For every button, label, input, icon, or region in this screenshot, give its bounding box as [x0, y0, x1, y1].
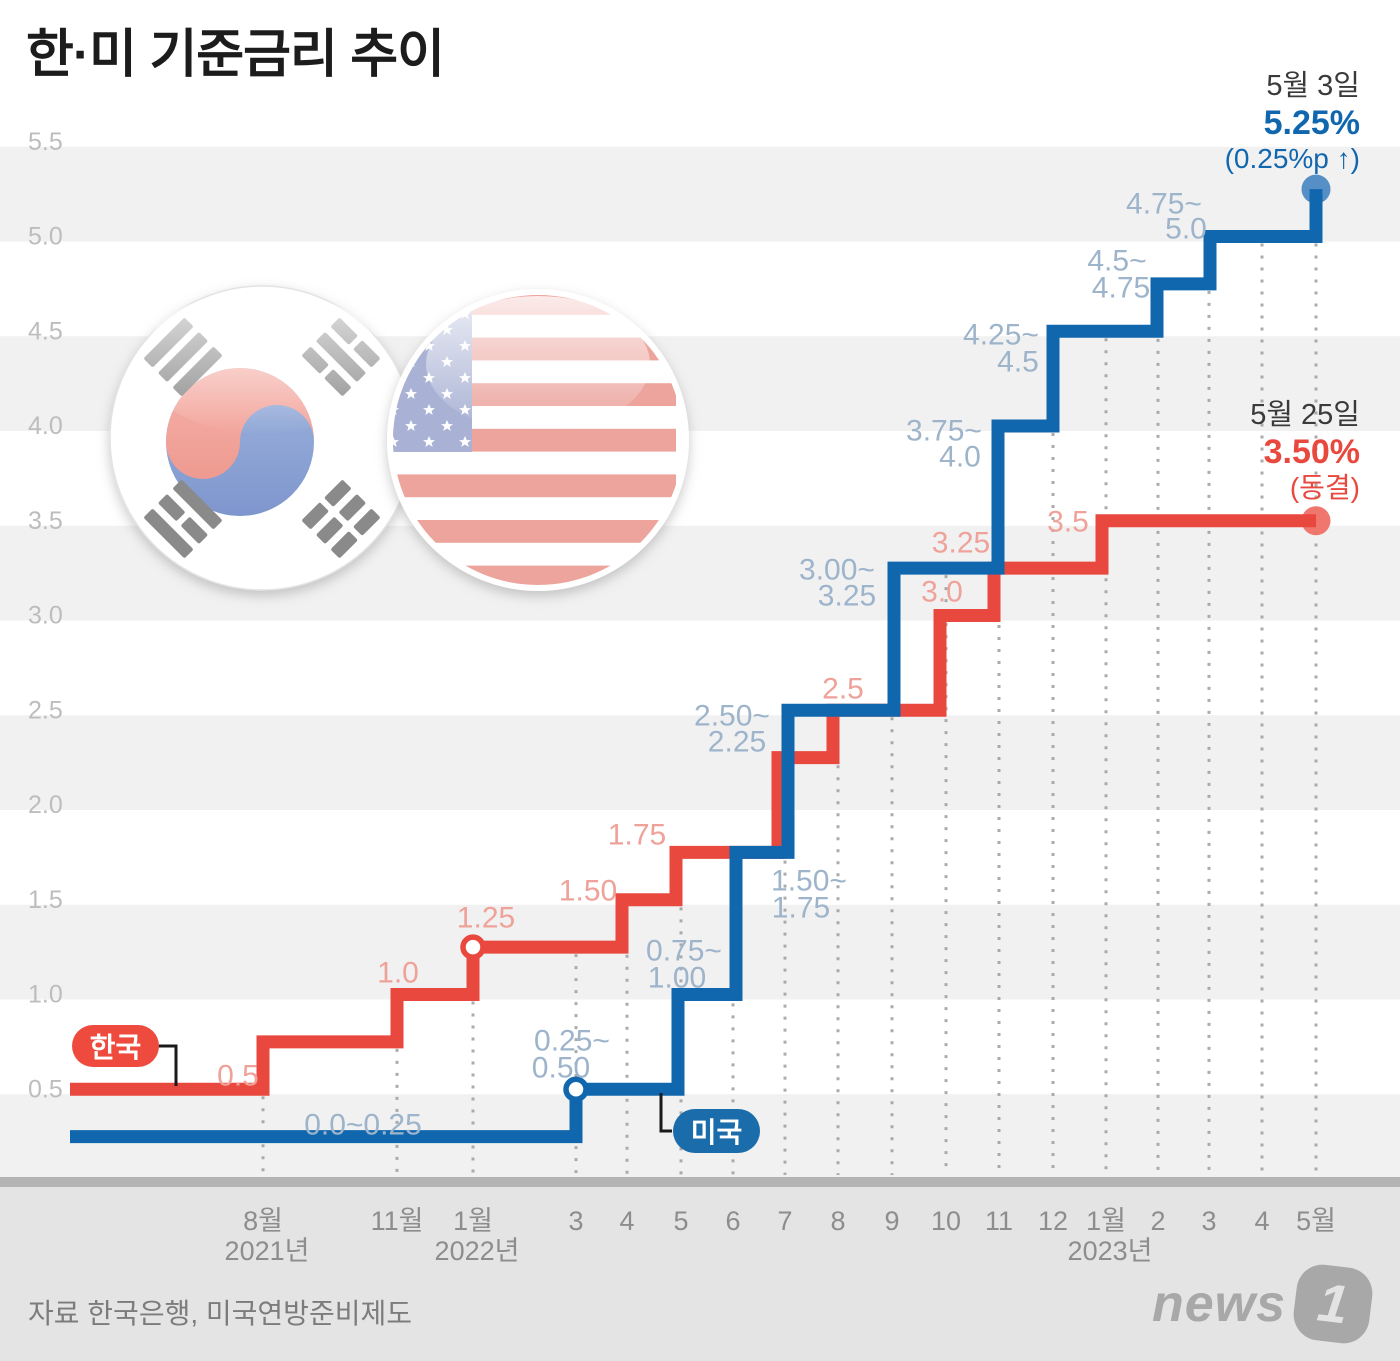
us-annotation-change: (0.25%p ↑) — [1224, 143, 1360, 175]
y-tick-label: 4.0 — [28, 412, 63, 440]
korea-flag-icon — [109, 285, 415, 591]
미국-step-label: 4.75 — [1092, 272, 1150, 305]
korea-annotation-rate: 3.50% — [1263, 432, 1360, 471]
korea-badge-connector — [158, 1044, 178, 1086]
미국-step-label: 5.0 — [1165, 213, 1207, 246]
news1-logo-box: 1 — [1290, 1261, 1376, 1347]
source-note: 자료 한국은행, 미국연방준비제도 — [28, 1298, 412, 1329]
x-axis-strip — [0, 1187, 1400, 1361]
news1-logo-one: 1 — [1314, 1272, 1352, 1336]
y-tick-label: 1.5 — [28, 886, 63, 914]
x-tick-label: 11 — [985, 1206, 1013, 1236]
x-tick-label: 4 — [619, 1206, 634, 1236]
y-tick-label: 2.0 — [28, 791, 63, 819]
x-tick-label: 7 — [777, 1206, 792, 1236]
y-tick-label: 0.5 — [28, 1075, 63, 1103]
band — [0, 715, 1400, 810]
step-labels: 0.5 1.0 1.25 1.50 1.75 2.5 3.0 3.25 3.5 0.0~0.25 0… — [217, 188, 1207, 1142]
us-annotation-date: 5월 3일 — [1266, 70, 1360, 102]
korea-annotation-change: (동결) — [1289, 472, 1360, 504]
미국-step-label: 1.00 — [648, 962, 706, 995]
badge-connectors — [158, 1044, 672, 1133]
미국-step-label: 3.25 — [818, 580, 876, 613]
band — [0, 146, 1400, 242]
x-tick-label: 5 — [673, 1206, 688, 1236]
y-tick-label: 3.0 — [28, 602, 63, 630]
y-axis-labels: 5.5 5.0 4.5 4.0 3.5 3.0 2.5 2.0 1.5 1.0 0.5 — [28, 128, 63, 1104]
korea-latest-annotation: 5월 25일 3.50% (동결) — [1250, 399, 1360, 505]
x-tick-label: 3 — [1201, 1206, 1216, 1236]
x-axis-bar — [0, 1177, 1400, 1187]
y-tick-label: 5.5 — [28, 128, 63, 156]
미국-step-label: 3.75~ — [906, 415, 982, 448]
미국-step-label: 2.50~ — [694, 700, 770, 733]
news1-logo: news 1 — [1152, 1261, 1376, 1347]
usa-series-badge: 미국 — [673, 1109, 760, 1153]
x-tick-year-label: 2022년 — [435, 1236, 520, 1266]
background-bands — [0, 146, 1400, 1177]
korea-annotation-date: 5월 25일 — [1250, 399, 1360, 431]
미국-step-label: 4.25~ — [963, 319, 1039, 352]
x-tick-label: 8월 — [243, 1206, 283, 1236]
x-tick-label: 10 — [931, 1206, 961, 1236]
x-tick-label: 8 — [830, 1206, 845, 1236]
x-tick-year-label: 2021년 — [225, 1236, 310, 1266]
usa-badge-connector — [659, 1093, 672, 1133]
x-tick-label: 11월 — [371, 1206, 424, 1236]
x-tick-label: 9 — [884, 1206, 899, 1236]
korea-series-badge: 한국 — [72, 1025, 159, 1067]
x-tick-label: 12 — [1038, 1206, 1068, 1236]
미국-step-label: 1.75 — [772, 892, 830, 925]
한국-step-label: 3.5 — [1047, 506, 1089, 539]
한국-step-label: 1.50 — [559, 875, 617, 908]
x-tick-label: 1월 — [453, 1206, 493, 1236]
page-title: 한·미 기준금리 추이 — [26, 26, 445, 84]
미국-step-label: 0.50 — [532, 1052, 590, 1085]
한국-step-label: 2.5 — [822, 673, 864, 706]
미국-step-label: 1.50~ — [771, 865, 847, 898]
미국-step-label: 2.25 — [708, 726, 766, 759]
band — [0, 904, 1400, 1000]
us-flag-icon — [387, 289, 689, 591]
한국-step-label: 1.0 — [377, 957, 419, 990]
us-annotation-rate: 5.25% — [1263, 103, 1360, 142]
x-tick-label: 6 — [725, 1206, 740, 1236]
y-tick-label: 1.0 — [28, 981, 63, 1009]
y-tick-label: 3.5 — [28, 507, 63, 535]
미국-step-label: 4.0 — [939, 441, 981, 474]
x-tick-label: 3 — [568, 1206, 583, 1236]
y-tick-label: 5.0 — [28, 223, 63, 251]
미국-step-label: 0.0~0.25 — [304, 1109, 422, 1142]
flags — [109, 285, 689, 591]
news1-logo-text: news — [1152, 1275, 1287, 1333]
미국-step-label: 3.00~ — [799, 554, 875, 587]
axis-area — [0, 1177, 1400, 1361]
한국-step-label: 3.0 — [921, 576, 963, 609]
한국-open-marker — [460, 934, 486, 960]
한국-step-label: 1.25 — [457, 902, 515, 935]
x-tick-label: 1월 — [1086, 1206, 1126, 1236]
rate-lines — [70, 174, 1331, 1144]
미국-open-marker — [563, 1076, 589, 1102]
미국-step-label: 4.5 — [997, 346, 1039, 379]
한국-step-label: 0.5 — [217, 1060, 259, 1093]
한국-step-label: 1.75 — [608, 819, 666, 852]
미국-line — [70, 189, 1323, 1144]
미국-step-label: 0.25~ — [534, 1025, 610, 1058]
us-latest-annotation: 5월 3일 5.25% (0.25%p ↑) — [1225, 70, 1360, 176]
x-tick-label: 2 — [1150, 1206, 1165, 1236]
y-tick-label: 2.5 — [28, 696, 63, 724]
x-tick-label: 5월 — [1296, 1206, 1336, 1236]
한국-step-label: 3.25 — [932, 527, 990, 560]
미국-step-label: 0.75~ — [646, 935, 722, 968]
x-tick-year-label: 2023년 — [1068, 1236, 1153, 1266]
미국-step-label: 4.75~ — [1126, 188, 1202, 221]
한국-line — [70, 514, 1316, 1096]
미국-step-label: 4.5~ — [1087, 245, 1146, 278]
y-tick-label: 4.5 — [28, 317, 63, 345]
x-tick-label: 4 — [1254, 1206, 1269, 1236]
